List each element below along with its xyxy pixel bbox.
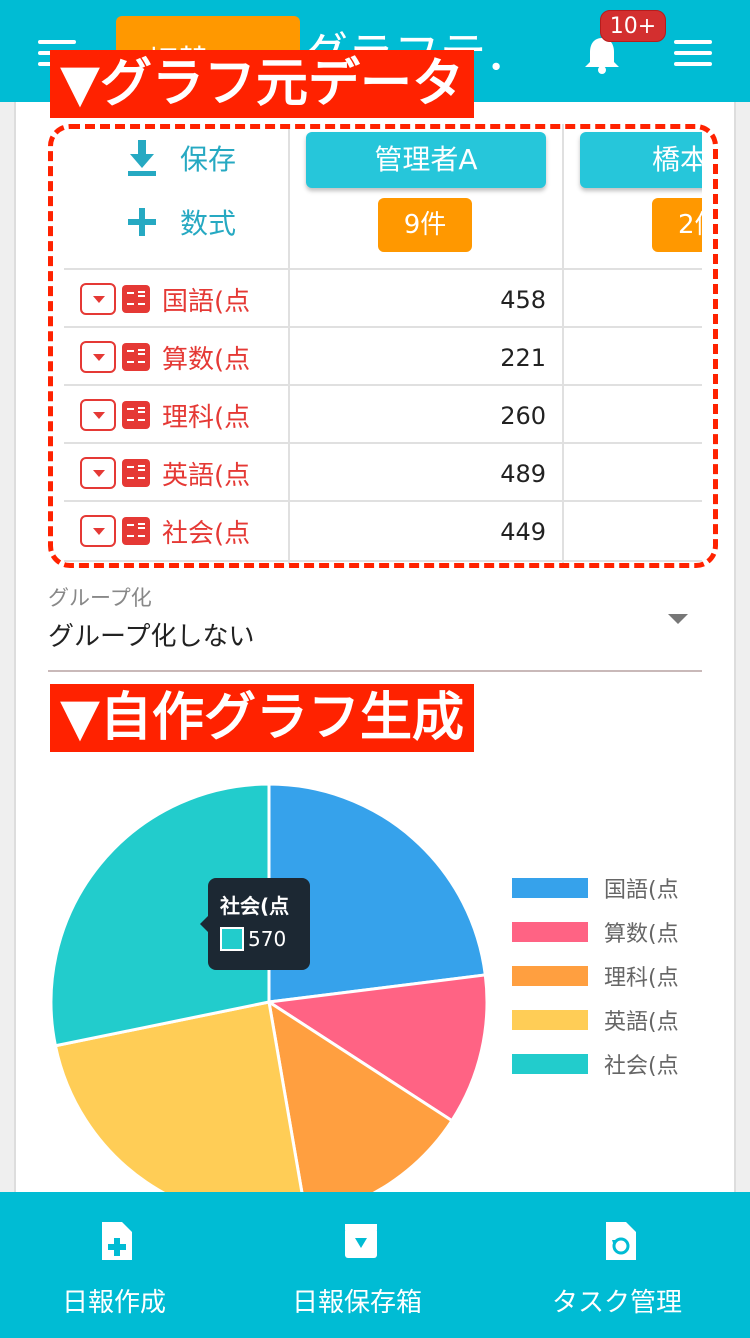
table-row: 国語(点 bbox=[80, 270, 250, 328]
annotation-source-data: ▼グラフ元データ bbox=[50, 50, 474, 118]
highlight-frame bbox=[48, 124, 718, 568]
file-plus-icon bbox=[102, 1222, 132, 1260]
bell-icon[interactable] bbox=[582, 36, 622, 74]
row-value[interactable]: 489 bbox=[500, 460, 546, 488]
row-dropdown-button[interactable] bbox=[80, 515, 116, 547]
row-value[interactable]: 260 bbox=[500, 402, 546, 430]
legend-item[interactable]: 国語(点 bbox=[512, 866, 679, 910]
row-value[interactable]: 458 bbox=[500, 286, 546, 314]
table-row: 理科(点 bbox=[80, 386, 250, 444]
legend-swatch bbox=[512, 878, 588, 898]
column-user-button[interactable]: 橋本 bbox=[580, 132, 702, 188]
refresh-doc-icon bbox=[606, 1222, 636, 1260]
tooltip-value: 570 bbox=[248, 927, 287, 951]
legend-label: 社会(点 bbox=[604, 1054, 679, 1079]
pie-slice-3[interactable] bbox=[266, 998, 454, 1206]
row-label: 国語(点 bbox=[162, 286, 251, 317]
legend-swatch bbox=[512, 966, 588, 986]
row-label: 英語(点 bbox=[162, 460, 251, 491]
row-label: 社会(点 bbox=[162, 518, 251, 549]
row-dropdown-button[interactable] bbox=[80, 399, 116, 431]
row-label: 算数(点 bbox=[162, 344, 251, 375]
legend-item[interactable]: 算数(点 bbox=[512, 910, 679, 954]
chart-legend: 国語(点算数(点理科(点英語(点社会(点 bbox=[512, 866, 679, 1086]
options-menu-icon[interactable] bbox=[674, 40, 712, 66]
calculator-icon[interactable] bbox=[122, 459, 150, 487]
save-label: 保存 bbox=[180, 143, 237, 176]
pie-slice-1[interactable] bbox=[267, 782, 487, 1004]
row-label: 理科(点 bbox=[162, 402, 251, 433]
calculator-icon[interactable] bbox=[122, 401, 150, 429]
row-dropdown-button[interactable] bbox=[80, 457, 116, 489]
row-dropdown-button[interactable] bbox=[80, 341, 116, 373]
legend-item[interactable]: 英語(点 bbox=[512, 998, 679, 1042]
annotation-custom-chart: ▼自作グラフ生成 bbox=[50, 684, 474, 752]
calculator-icon[interactable] bbox=[122, 285, 150, 313]
data-table: 保存 数式 管理者A 9件 橋本 2件 国語(点 458 算数(点 221 bbox=[64, 124, 702, 564]
nav-label: 日報作成 bbox=[62, 1288, 167, 1318]
bottom-navigation: 日報作成 日報保存箱 タスク管理 bbox=[0, 1192, 750, 1338]
nav-daily-report-create[interactable]: 日報作成 bbox=[0, 1192, 234, 1338]
nav-label: 日報保存箱 bbox=[292, 1288, 423, 1318]
nav-label: タスク管理 bbox=[552, 1288, 683, 1318]
table-row: 英語(点 bbox=[80, 444, 250, 502]
nav-daily-report-archive[interactable]: 日報保存箱 bbox=[234, 1192, 494, 1338]
tooltip-title: 社会(点 bbox=[220, 894, 290, 918]
divider bbox=[48, 670, 702, 672]
tooltip-swatch bbox=[220, 927, 244, 951]
table-row: 算数(点 bbox=[80, 328, 250, 386]
legend-item[interactable]: 理科(点 bbox=[512, 954, 679, 998]
pie-slice-4[interactable] bbox=[53, 1000, 306, 1206]
legend-swatch bbox=[512, 922, 588, 942]
plus-icon bbox=[128, 208, 156, 236]
legend-label: 理科(点 bbox=[604, 966, 679, 991]
formula-button[interactable]: 数式 bbox=[126, 202, 236, 242]
column-count-badge[interactable]: 2件 bbox=[652, 198, 702, 252]
legend-swatch bbox=[512, 1010, 588, 1030]
pie-slice-5[interactable] bbox=[49, 782, 271, 1048]
download-icon bbox=[128, 140, 156, 176]
dropdown-caret-icon[interactable] bbox=[668, 614, 688, 624]
notification-badge: 10+ bbox=[600, 10, 666, 42]
pie-slice-2[interactable] bbox=[264, 973, 489, 1123]
legend-item[interactable]: 社会(点 bbox=[512, 1042, 679, 1086]
chart-tooltip: 社会(点 570 bbox=[200, 878, 310, 970]
calculator-icon[interactable] bbox=[122, 343, 150, 371]
legend-label: 国語(点 bbox=[604, 878, 679, 903]
grouping-select[interactable]: グループ化しない bbox=[48, 622, 255, 652]
pie-chart[interactable] bbox=[40, 776, 500, 1206]
save-button[interactable]: 保存 bbox=[126, 138, 236, 178]
calculator-icon[interactable] bbox=[122, 517, 150, 545]
legend-swatch bbox=[512, 1054, 588, 1074]
grouping-label: グループ化 bbox=[48, 586, 152, 610]
nav-task-management[interactable]: タスク管理 bbox=[494, 1192, 750, 1338]
row-value[interactable]: 449 bbox=[500, 518, 546, 546]
archive-icon bbox=[345, 1224, 377, 1258]
row-value[interactable]: 221 bbox=[500, 344, 546, 372]
legend-label: 算数(点 bbox=[604, 922, 679, 947]
column-user-button[interactable]: 管理者A bbox=[306, 132, 546, 188]
row-dropdown-button[interactable] bbox=[80, 283, 116, 315]
legend-label: 英語(点 bbox=[604, 1010, 679, 1035]
column-count-badge[interactable]: 9件 bbox=[378, 198, 472, 252]
table-row: 社会(点 bbox=[80, 502, 250, 560]
formula-label: 数式 bbox=[180, 207, 237, 240]
